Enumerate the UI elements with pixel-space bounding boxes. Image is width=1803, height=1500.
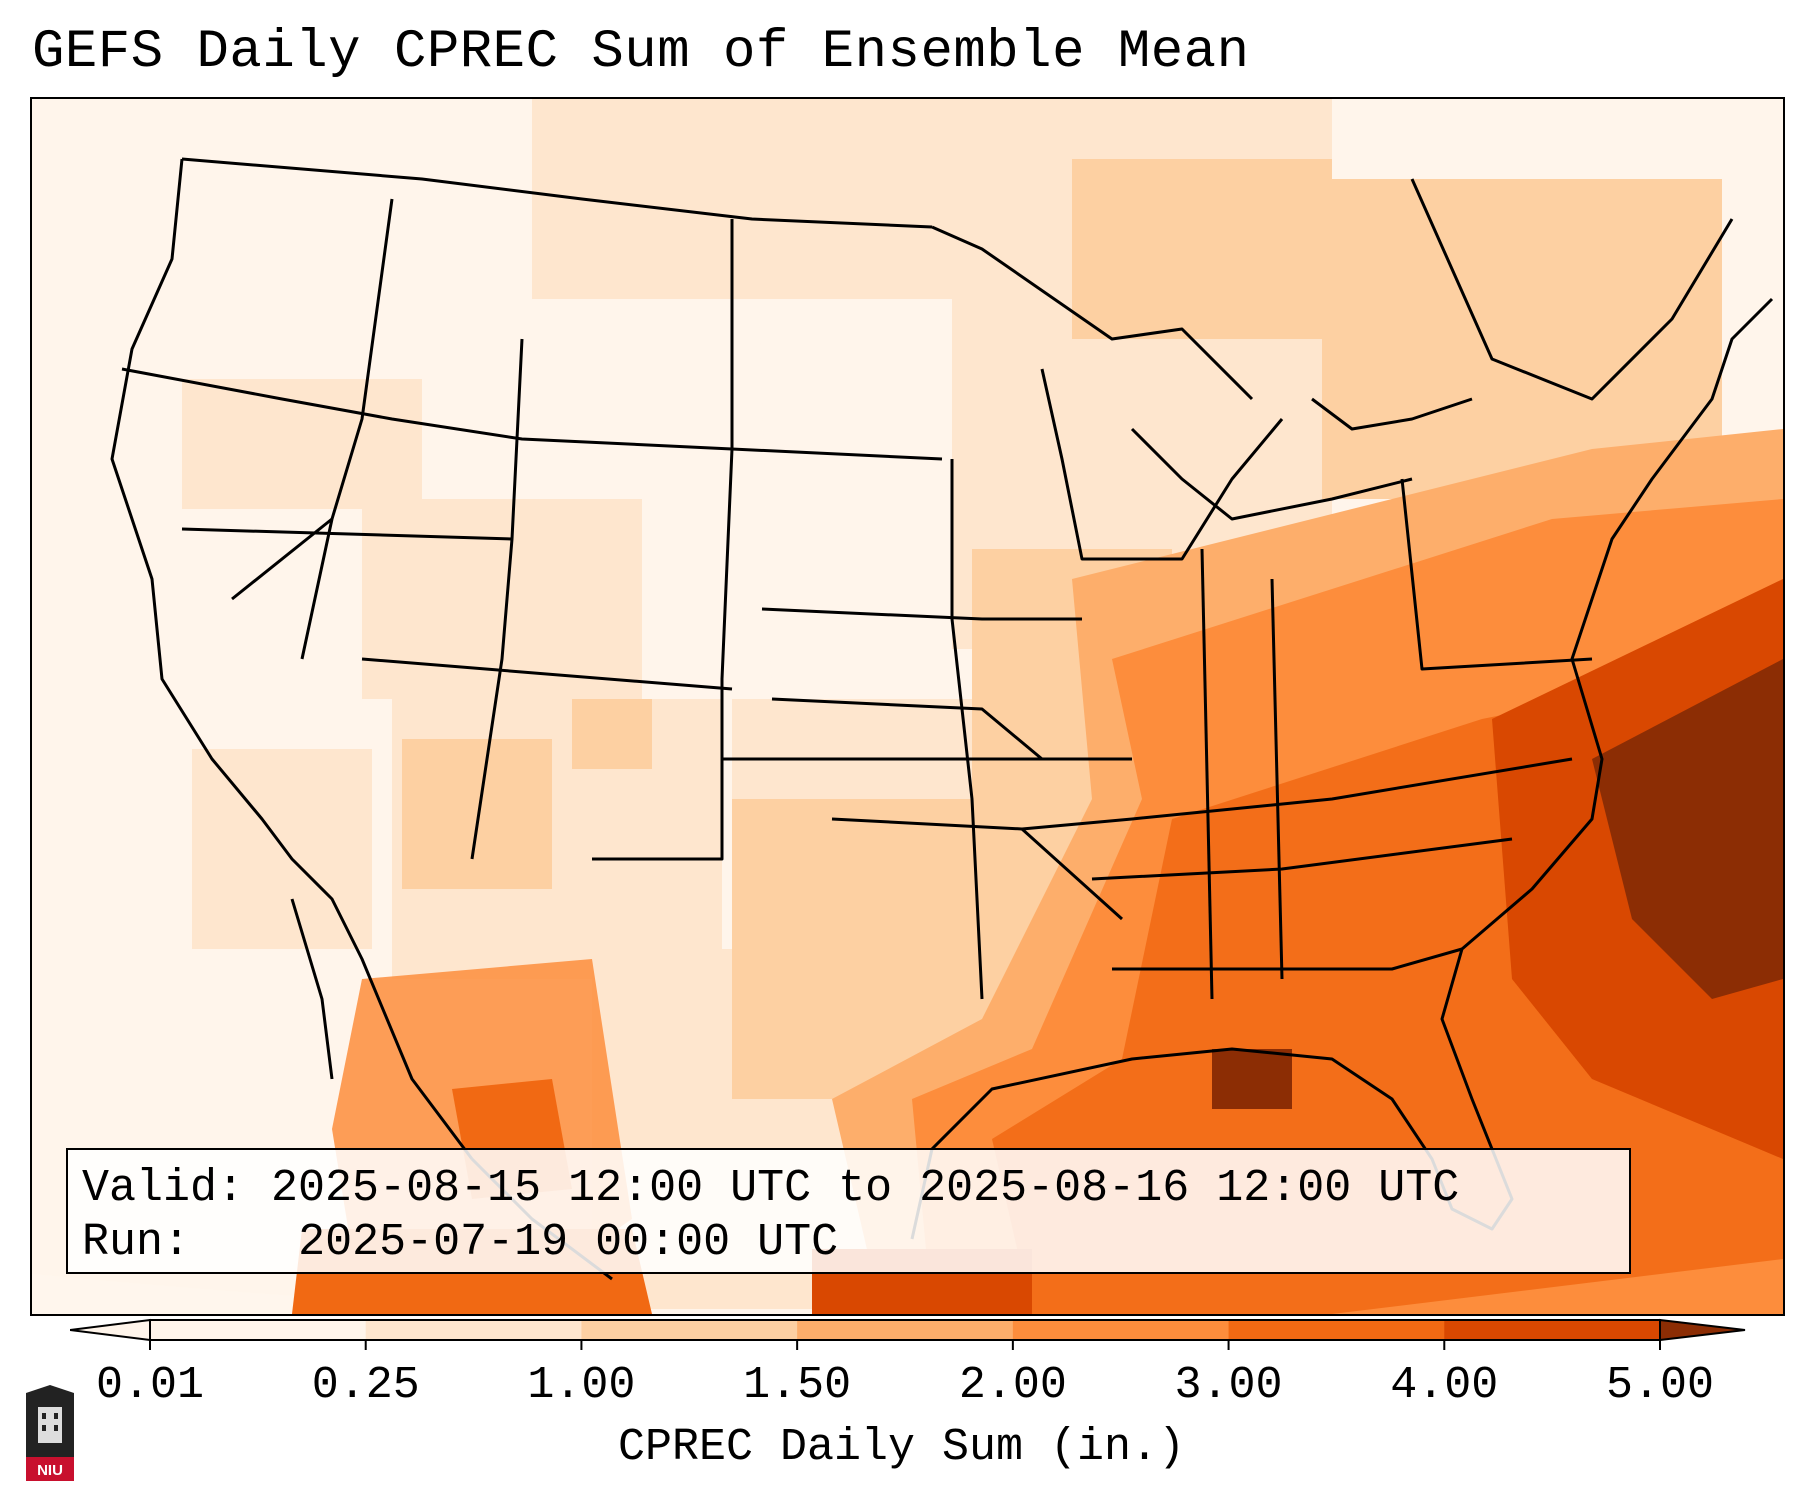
colorbar-tick-label: 1.50 [743, 1360, 852, 1411]
colorbar-tick-label: 5.00 [1605, 1360, 1715, 1411]
valid-line: Valid: 2025-08-15 12:00 UTC to 2025-08-1… [82, 1162, 1615, 1216]
valid-run-info-box: Valid: 2025-08-15 12:00 UTC to 2025-08-1… [66, 1148, 1631, 1274]
valid-label: Valid: [82, 1163, 245, 1214]
map-canvas [32, 99, 1783, 1314]
colorbar [70, 1318, 1746, 1350]
colorbar-segment [1012, 1320, 1230, 1340]
valid-value: 2025-08-15 12:00 UTC to 2025-08-16 12:00… [271, 1163, 1460, 1214]
colorbar-tick-label: 3.00 [1174, 1360, 1283, 1411]
colorbar-segment [581, 1320, 798, 1340]
run-label: Run: [82, 1217, 191, 1268]
colorbar-tick-label: 0.25 [311, 1360, 420, 1411]
colorbar-extend-low [70, 1318, 151, 1342]
logo-text: NIU [37, 1462, 63, 1479]
colorbar-tick-label: 4.00 [1390, 1360, 1499, 1411]
colorbar-segment [797, 1320, 1014, 1340]
colorbar-tick-label: 0.01 [95, 1360, 205, 1411]
colorbar-segment [1444, 1320, 1661, 1340]
colorbar-tick-label: 1.00 [527, 1360, 636, 1411]
colorbar-tick-label: 2.00 [958, 1360, 1067, 1411]
run-value: 2025-07-19 00:00 UTC [298, 1217, 839, 1268]
colorbar-extend-high [1659, 1318, 1746, 1342]
run-line: Run: 2025-07-19 00:00 UTC [82, 1216, 1615, 1270]
colorbar-label: CPREC Daily Sum (in.) [617, 1422, 1186, 1473]
niu-logo: NIU [26, 1385, 74, 1481]
colorbar-segment [365, 1320, 582, 1340]
precipitation-map [30, 97, 1785, 1316]
colorbar-segment [150, 1320, 367, 1340]
map-title: GEFS Daily CPREC Sum of Ensemble Mean [32, 22, 1250, 83]
colorbar-segment [1228, 1320, 1445, 1340]
